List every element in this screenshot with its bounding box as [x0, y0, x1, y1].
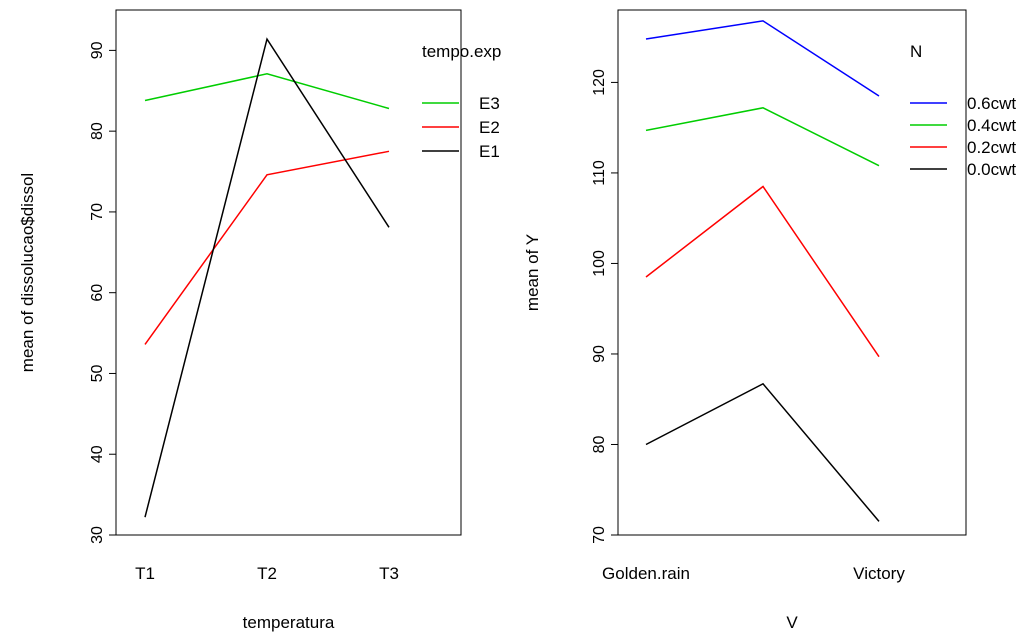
- interaction-plot-temperatura: 30 40 50 60 70 80 90 T1 T2 T3 temperatura mean of d…: [18, 9, 501, 632]
- series-line-e3: [144, 73, 390, 110]
- series-line-e1: [144, 37, 390, 518]
- y-tick-label: 80: [591, 435, 608, 453]
- x-axis-label: temperatura: [243, 613, 335, 632]
- y-tick-label: 30: [89, 526, 106, 544]
- plot-frame: [617, 9, 967, 536]
- y-tick-label: 110: [591, 160, 608, 186]
- y-tick-label: 40: [89, 445, 106, 463]
- x-axis-label: V: [786, 613, 798, 632]
- plot-frame: [115, 9, 462, 536]
- y-axis-label: mean of Y: [523, 234, 542, 311]
- series-line-0-6cwt: [645, 20, 880, 97]
- x-tick-label: Golden.rain: [602, 564, 690, 583]
- y-axis-label: mean of dissolucao$dissol: [18, 173, 37, 372]
- legend-entry: 0.4cwt: [967, 116, 1016, 135]
- legend-entry: 0.2cwt: [967, 138, 1016, 157]
- legend-entry: 0.0cwt: [967, 160, 1016, 179]
- legend-entry: E3: [479, 94, 500, 113]
- y-tick-label: 100: [591, 250, 608, 277]
- y-tick-label: 60: [89, 284, 106, 302]
- legend-entry: E2: [479, 118, 500, 137]
- y-tick-label: 90: [89, 41, 106, 59]
- x-tick-label: T2: [257, 564, 277, 583]
- x-tick-label: Victory: [853, 564, 905, 583]
- y-tick-label: 120: [591, 69, 608, 96]
- legend-title: tempo.exp: [422, 42, 501, 61]
- series-line-0-4cwt: [645, 107, 880, 167]
- series-line-0-2cwt: [645, 185, 880, 358]
- series-line-e2: [144, 150, 390, 345]
- legend-entry: E1: [479, 142, 500, 161]
- y-tick-label: 50: [89, 364, 106, 382]
- y-tick-label: 70: [591, 526, 608, 544]
- x-tick-label: T1: [135, 564, 155, 583]
- y-tick-label: 80: [89, 122, 106, 140]
- legend-title: N: [910, 42, 922, 61]
- x-tick-label: T3: [379, 564, 399, 583]
- legend-entry: 0.6cwt: [967, 94, 1016, 113]
- series-line-0-0cwt: [645, 382, 880, 522]
- y-tick-label: 90: [591, 345, 608, 363]
- y-tick-label: 70: [89, 203, 106, 221]
